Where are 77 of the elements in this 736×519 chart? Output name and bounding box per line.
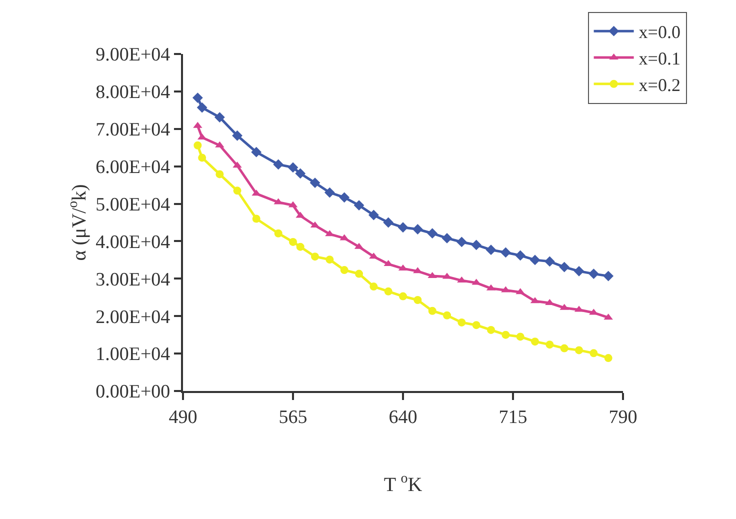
point (559, 262, 570, 272)
y-tick-label: 5.00E+04 (96, 194, 171, 216)
point (198, 154, 206, 162)
point (216, 170, 224, 178)
point (575, 346, 583, 354)
y-tick-label: 1.00E+04 (96, 344, 171, 366)
point (355, 270, 363, 278)
x-axis-title: T $^{o}$K (384, 471, 423, 496)
x-tick-label: 640 (388, 406, 418, 428)
point (274, 229, 282, 238)
legend-label: x=0.0 (638, 22, 680, 42)
y-tick-label: 6.00E+04 (96, 156, 171, 178)
x-tick-label: 715 (498, 406, 528, 428)
point (354, 200, 364, 210)
point (531, 338, 539, 346)
point (370, 282, 378, 291)
x-tick-label: 790 (608, 406, 638, 428)
y-tick-label: 3.00E+04 (96, 269, 171, 290)
point (289, 238, 297, 246)
point (398, 222, 408, 233)
point (500, 247, 511, 258)
point (192, 92, 203, 104)
point (252, 214, 260, 223)
point (443, 311, 451, 320)
y-tick-label: 0.00E+00 (96, 382, 170, 403)
point (502, 330, 510, 339)
point (288, 162, 298, 173)
point (486, 244, 496, 256)
point (412, 224, 423, 234)
point (310, 178, 320, 188)
point (295, 168, 306, 179)
point (471, 240, 482, 250)
y-tick-label: 4.00E+04 (96, 232, 171, 253)
x-tick-label: 565 (278, 406, 308, 428)
point (546, 340, 554, 349)
point (515, 250, 526, 261)
y-tick-label: 9.00E+04 (96, 44, 171, 66)
point (368, 210, 379, 220)
point (427, 228, 438, 239)
point (604, 354, 612, 362)
point (516, 332, 524, 341)
point (414, 296, 422, 304)
point (296, 242, 304, 251)
point (544, 256, 555, 267)
point (233, 186, 242, 195)
point (458, 318, 466, 326)
point (196, 102, 208, 113)
point (383, 217, 394, 228)
point (384, 287, 392, 296)
point (194, 141, 202, 150)
point (232, 130, 242, 141)
point (487, 326, 495, 334)
point (340, 266, 348, 274)
y-tick-label: 2.00E+04 (96, 306, 171, 328)
point (560, 344, 568, 352)
point (588, 268, 599, 279)
legend-label: x=0.1 (638, 48, 680, 68)
point (530, 254, 540, 266)
point (442, 233, 452, 244)
x-tick-label: 490 (168, 406, 198, 428)
legend-label: x=0.2 (638, 74, 680, 95)
point (590, 349, 598, 358)
point (456, 236, 467, 248)
point (339, 192, 350, 203)
y-tick-label: 8.00E+04 (96, 82, 171, 104)
point (603, 270, 614, 282)
point (574, 266, 584, 276)
point (428, 306, 436, 315)
point (311, 252, 319, 261)
point (472, 321, 480, 330)
point (273, 159, 284, 170)
point (324, 187, 335, 198)
point (251, 146, 262, 158)
y-tick-label: 7.00E+04 (96, 120, 171, 141)
point (326, 256, 334, 264)
point (214, 112, 225, 122)
point (399, 292, 407, 300)
